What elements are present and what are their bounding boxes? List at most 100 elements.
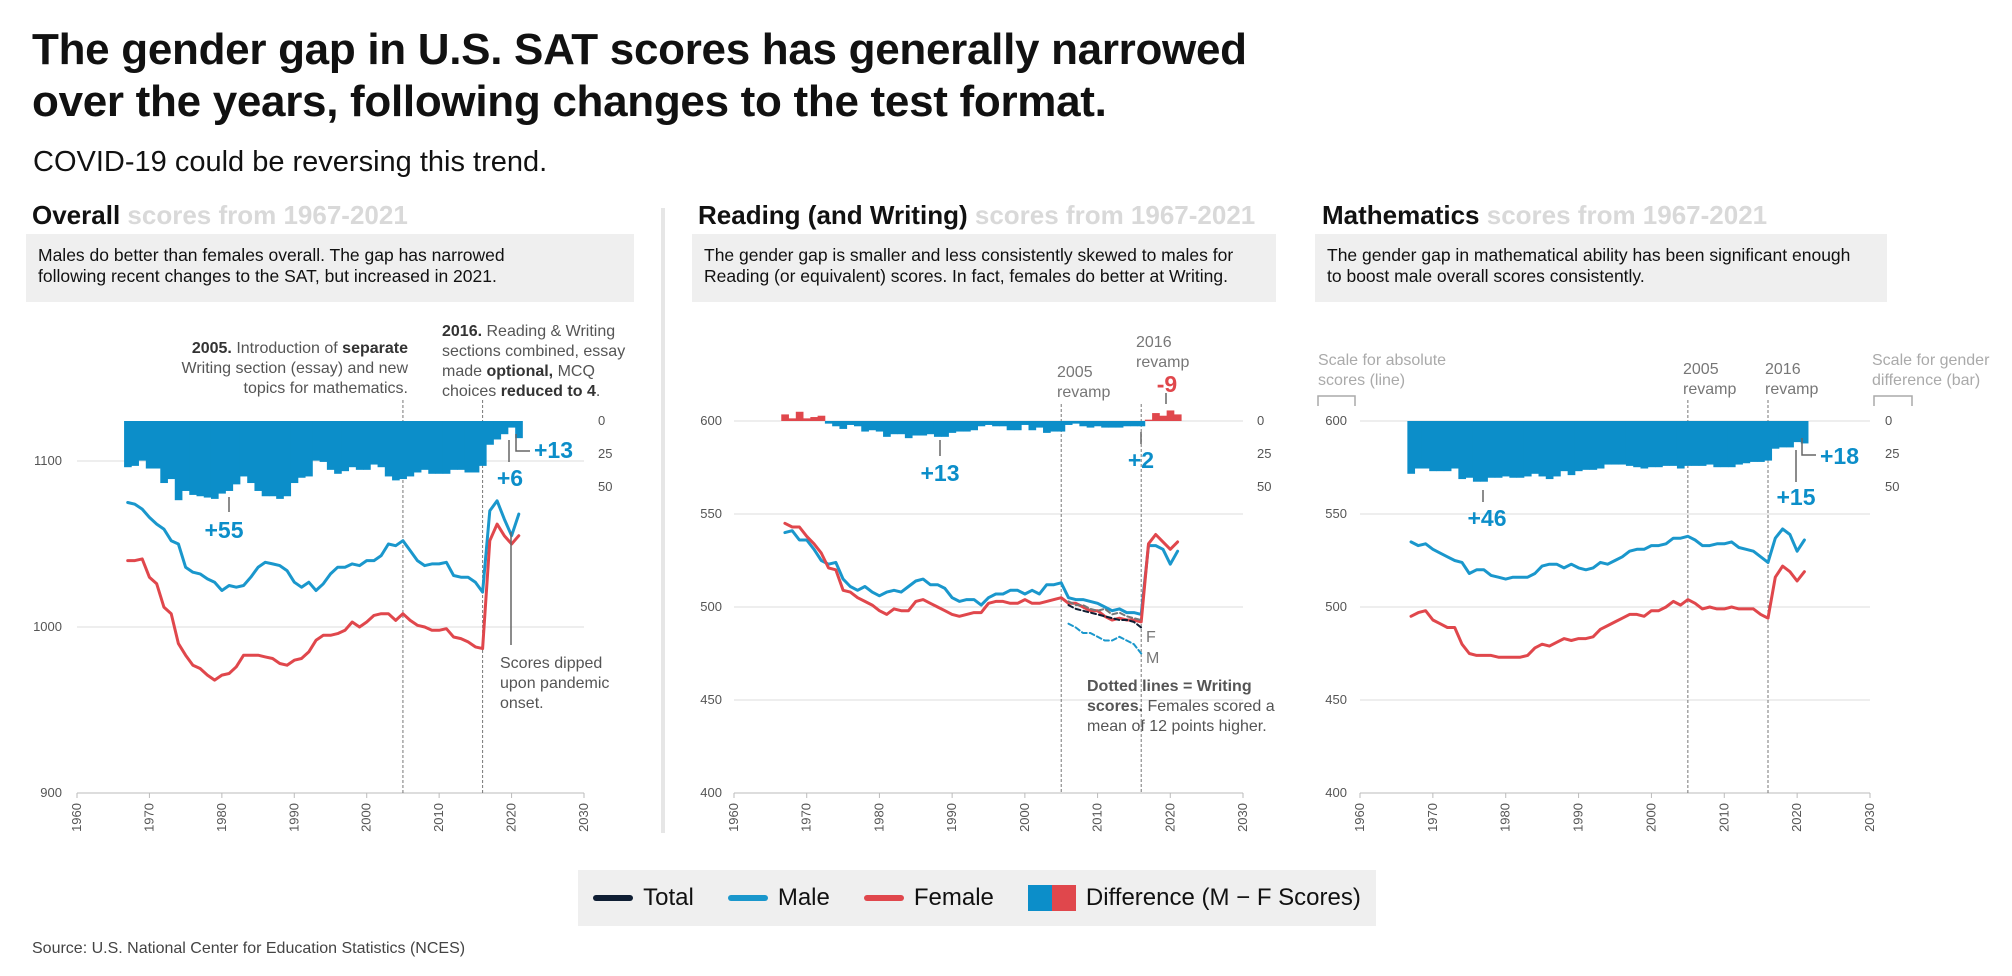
panel-name: Reading (and Writing) — [698, 200, 968, 230]
x-tick-label: 2020 — [1162, 803, 1177, 832]
annotation-line: 2005. Introduction of separate — [192, 340, 408, 357]
gap-labels-overall: +55 +13 +6 — [204, 434, 573, 543]
difference-bar — [312, 421, 321, 461]
annotation-pandemic: Scores dipped upon pandemic onset. — [500, 532, 609, 712]
male-line — [783, 529, 1180, 616]
difference-bar — [145, 421, 154, 469]
annotation-math-scale-right: Scale for gender difference (bar) — [1872, 352, 1990, 406]
difference-bar — [1720, 421, 1729, 468]
difference-bar — [1589, 421, 1598, 470]
x-tick-label: 2010 — [1090, 803, 1105, 832]
annotation-line: sections combined, essay — [442, 343, 625, 360]
difference-bar — [153, 421, 161, 469]
y-tick-label: 500 — [1325, 599, 1347, 614]
difference-bar — [167, 421, 176, 480]
y-tick-label: 400 — [700, 785, 722, 800]
description-line: The gender gap is smaller and less consi… — [704, 245, 1234, 265]
diff-scale-label: 0 — [598, 413, 605, 428]
difference-bar — [268, 421, 277, 497]
difference-bar — [1173, 414, 1182, 421]
difference-bar — [1596, 421, 1605, 469]
female-line — [1409, 564, 1806, 659]
difference-bar — [225, 421, 234, 491]
difference-bar — [392, 421, 400, 481]
difference-bar — [1436, 421, 1445, 472]
difference-bar — [1647, 421, 1656, 468]
x-tick-label: 1970 — [141, 803, 156, 832]
diff-scale-label: 50 — [598, 479, 612, 494]
y-tick-label: 600 — [1325, 413, 1347, 428]
difference-bar — [1108, 421, 1117, 428]
panel-divider — [661, 208, 665, 833]
chart-title: The gender gap in U.S. SAT scores has ge… — [32, 24, 1432, 128]
difference-bar — [1749, 421, 1758, 462]
difference-bar — [1574, 421, 1583, 472]
difference-bar — [464, 421, 473, 473]
difference-bar — [955, 421, 964, 432]
x-tick-label: 1990 — [944, 803, 959, 832]
x-tick-label: 2000 — [1017, 803, 1032, 832]
difference-bar — [232, 421, 241, 485]
difference-bar — [1407, 421, 1416, 474]
y-tick-label: 1100 — [34, 453, 62, 468]
annotation-line: scores. Females scored a — [1087, 698, 1275, 715]
annotation-bold: reduced to 4 — [501, 383, 596, 400]
y-tick-label: 550 — [700, 506, 722, 521]
difference-bar — [890, 421, 899, 435]
annotation-text: Reading & Writing — [482, 323, 615, 340]
difference-bar — [1013, 421, 1022, 431]
y-tick-label: 600 — [700, 413, 722, 428]
scale-bracket — [1317, 395, 1356, 406]
writing-line-labels: F M — [1146, 629, 1159, 667]
annotation-text: Introduction of — [232, 340, 342, 357]
legend-item-difference: Difference (M − F Scores) — [1027, 884, 1361, 912]
difference-bar — [853, 421, 862, 427]
difference-bar — [1480, 421, 1488, 482]
female-writing-line — [1067, 600, 1143, 621]
annotation-line: Writing section (essay) and new — [182, 360, 409, 377]
difference-bar — [1021, 421, 1029, 425]
difference-bar — [1727, 421, 1736, 468]
difference-bar — [1669, 421, 1678, 466]
difference-bar — [846, 421, 855, 425]
difference-bar — [1130, 421, 1138, 427]
difference-bar — [1611, 421, 1620, 465]
difference-bar — [1618, 421, 1627, 465]
diff-scale-label: 25 — [1257, 446, 1271, 461]
scale-bracket — [1873, 395, 1913, 406]
x-tick-label: 1960 — [69, 803, 84, 832]
chart-subtitle: COVID-19 could be reversing this trend. — [33, 146, 548, 178]
source-note: Source: U.S. National Center for Educati… — [32, 940, 466, 957]
annotation-math-scale-left: Scale for absolute scores (line) — [1317, 352, 1446, 406]
gap-label: -9 — [1157, 371, 1177, 397]
diff-scale-label: 25 — [1885, 446, 1899, 461]
difference-bar — [1567, 421, 1576, 476]
difference-bar — [1064, 421, 1073, 425]
male-line — [1409, 527, 1806, 581]
x-tick-label: 1960 — [1352, 803, 1367, 832]
x-tick-label: 2020 — [504, 803, 519, 832]
annotation-writing-note: Dotted lines = Writing scores. Females s… — [1087, 678, 1275, 735]
difference-bar — [1502, 421, 1510, 477]
difference-bar — [1414, 421, 1423, 469]
annotation-text: Females scored a — [1143, 698, 1275, 715]
gap-label: +46 — [1467, 505, 1506, 531]
gap-label: +15 — [1776, 484, 1815, 510]
difference-bar — [1523, 421, 1532, 477]
panel-title-reading: Reading (and Writing) scores from 1967-2… — [698, 200, 1255, 231]
difference-bar — [781, 414, 789, 421]
difference-bar — [1655, 421, 1663, 468]
difference-bar — [1421, 421, 1430, 469]
annotation-line: Scores dipped — [500, 655, 602, 672]
annotation-overall-2016: 2016. Reading & Writing sections combine… — [442, 323, 625, 400]
gap-leader-line — [515, 434, 530, 452]
difference-bar — [457, 421, 465, 470]
difference-bar — [450, 421, 458, 470]
difference-bar — [138, 421, 147, 461]
legend-line-icon — [727, 895, 768, 901]
diff-scale-label: 25 — [598, 446, 612, 461]
difference-bar — [131, 421, 139, 466]
female-line — [783, 521, 1180, 624]
annotation-reading-2016: 2016 revamp — [1136, 334, 1189, 371]
difference-bar — [1625, 421, 1634, 466]
